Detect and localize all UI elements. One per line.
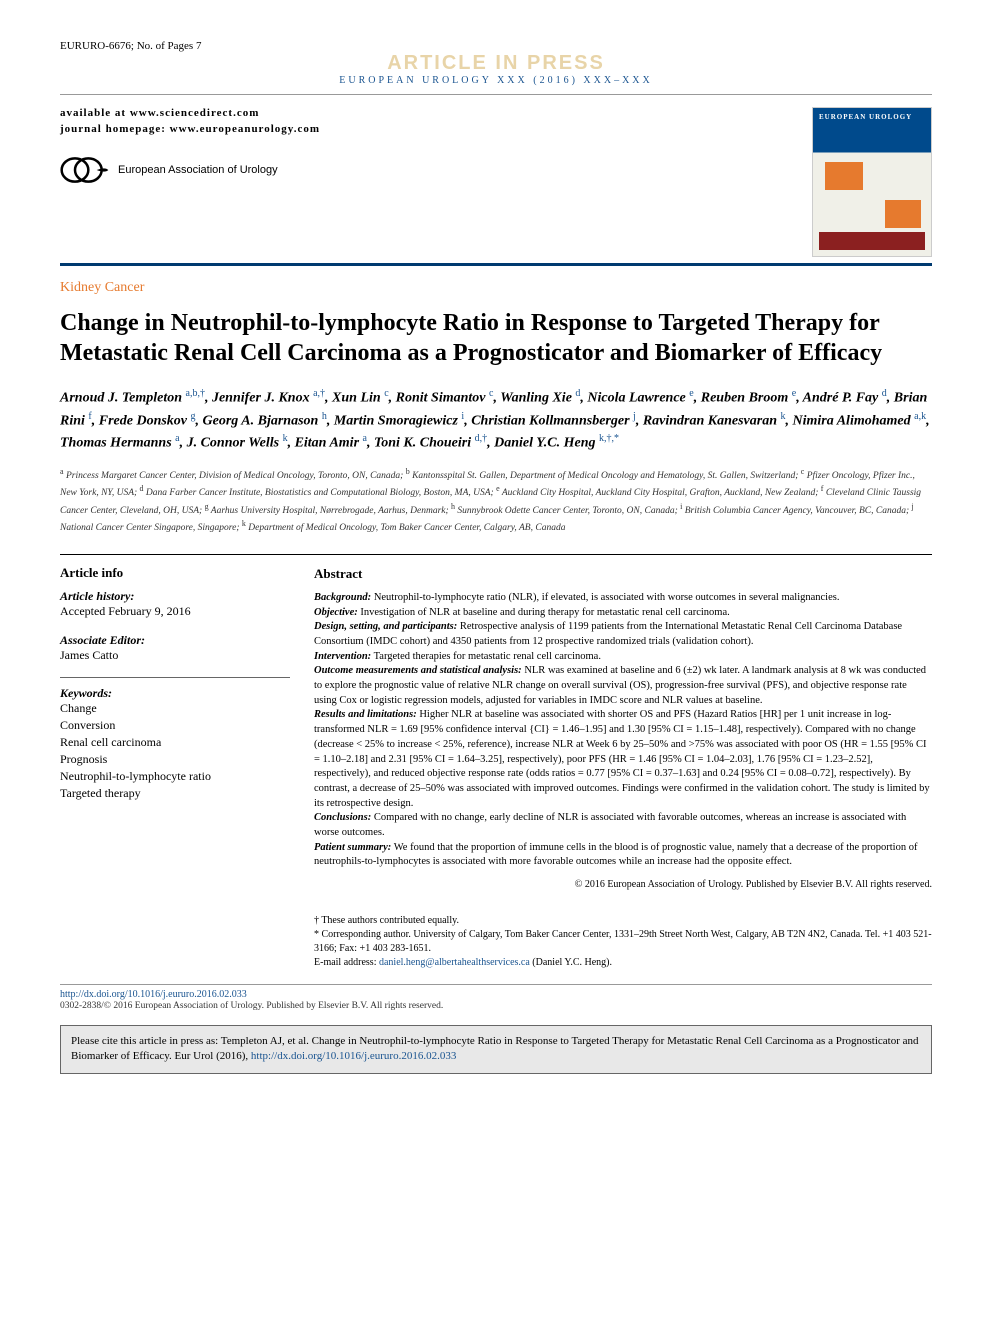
assoc-editor-label: Associate Editor: <box>60 633 290 648</box>
history-value: Accepted February 9, 2016 <box>60 604 290 619</box>
article-id: EURURO-6676; No. of Pages 7 <box>60 40 201 52</box>
article-in-press-label: ARTICLE IN PRESS <box>60 52 932 75</box>
doi-link[interactable]: http://dx.doi.org/10.1016/j.eururo.2016.… <box>60 989 247 1000</box>
citation-box: Please cite this article in press as: Te… <box>60 1025 932 1074</box>
keywords-label: Keywords: <box>60 686 290 701</box>
cover-title: EUROPEAN UROLOGY <box>819 114 925 122</box>
footnote-email: E-mail address: daniel.heng@albertahealt… <box>314 956 932 970</box>
article-info-heading: Article info <box>60 565 290 581</box>
available-at: available at www.sciencedirect.com <box>60 107 812 119</box>
eau-logo-icon <box>60 155 110 185</box>
abstract-heading: Abstract <box>314 565 932 583</box>
email-link[interactable]: daniel.heng@albertahealthservices.ca <box>379 957 530 968</box>
keyword-item: Neutrophil-to-lymphocyte ratio <box>60 769 290 784</box>
assoc-editor-value: James Catto <box>60 648 290 663</box>
abstract-results: Results and limitations: Higher NLR at b… <box>314 708 932 811</box>
abstract-intervention: Intervention: Targeted therapies for met… <box>314 650 932 665</box>
journal-homepage: journal homepage: www.europeanurology.co… <box>60 123 812 135</box>
eau-logo: European Association of Urology <box>60 155 812 185</box>
article-info-column: Article info Article history: Accepted F… <box>60 565 290 970</box>
keyword-item: Conversion <box>60 718 290 733</box>
abstract-column: Abstract Background: Neutrophil-to-lymph… <box>314 565 932 970</box>
footnotes: † These authors contributed equally. * C… <box>314 914 932 970</box>
divider <box>60 94 932 95</box>
divider <box>60 677 290 678</box>
keyword-item: Renal cell carcinoma <box>60 735 290 750</box>
journal-issue-line: EUROPEAN UROLOGY XXX (2016) XXX–XXX <box>60 75 932 86</box>
article-category: Kidney Cancer <box>60 280 932 296</box>
section-divider <box>60 263 932 266</box>
abstract-objective: Objective: Investigation of NLR at basel… <box>314 606 932 621</box>
keyword-item: Targeted therapy <box>60 786 290 801</box>
keywords-list: Change Conversion Renal cell carcinoma Prog… <box>60 701 290 801</box>
abstract-patient-summary: Patient summary: We found that the propo… <box>314 841 932 870</box>
citation-text: Please cite this article in press as: Te… <box>71 1035 919 1062</box>
abstract-background: Background: Neutrophil-to-lymphocyte rat… <box>314 591 932 606</box>
keyword-item: Prognosis <box>60 752 290 767</box>
journal-cover-thumbnail: EUROPEAN UROLOGY <box>812 107 932 257</box>
keyword-item: Change <box>60 701 290 716</box>
author-list: Arnoud J. Templeton a,b,†, Jennifer J. K… <box>60 386 932 454</box>
abstract-copyright: © 2016 European Association of Urology. … <box>314 878 932 892</box>
doi-block: http://dx.doi.org/10.1016/j.eururo.2016.… <box>60 984 932 1011</box>
abstract-conclusions: Conclusions: Compared with no change, ea… <box>314 811 932 840</box>
abstract-design: Design, setting, and participants: Retro… <box>314 620 932 649</box>
article-title: Change in Neutrophil-to-lymphocyte Ratio… <box>60 308 932 368</box>
history-label: Article history: <box>60 589 290 604</box>
issn-copyright: 0302-2838/© 2016 European Association of… <box>60 1001 443 1011</box>
abstract-outcome: Outcome measurements and statistical ana… <box>314 664 932 708</box>
citation-doi-link[interactable]: http://dx.doi.org/10.1016/j.eururo.2016.… <box>251 1050 456 1062</box>
footnote-equal: † These authors contributed equally. <box>314 914 932 928</box>
eau-logo-text: European Association of Urology <box>118 164 278 176</box>
affiliations: a Princess Margaret Cancer Center, Divis… <box>60 466 932 536</box>
footnote-corresponding: * Corresponding author. University of Ca… <box>314 928 932 956</box>
